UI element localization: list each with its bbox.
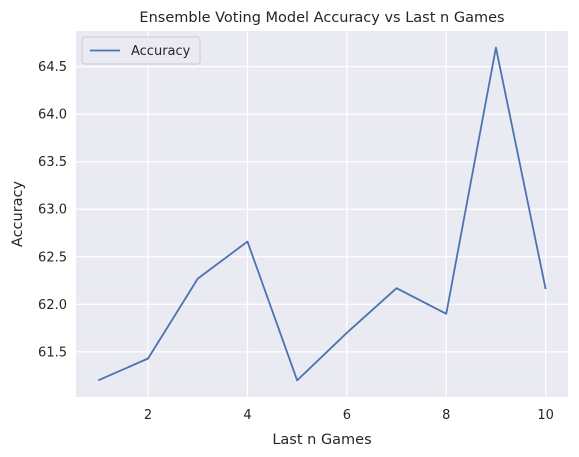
x-tick-label: 2 — [144, 408, 152, 423]
x-tick-label: 10 — [537, 408, 554, 423]
series-line-accuracy — [97, 46, 547, 382]
y-tick-label: 64.0 — [38, 108, 67, 123]
series-layer — [97, 46, 547, 382]
tick-labels: 2 4 6 8 10 61.5 62.0 62.5 63.0 63.5 64.0 64.5 — [38, 60, 554, 423]
y-tick-label: 64.5 — [38, 60, 67, 75]
x-tick-label: 8 — [442, 408, 450, 423]
x-axis-label: Last n Games — [272, 432, 371, 448]
legend-label-accuracy: Accuracy — [131, 44, 191, 59]
y-tick-label: 62.5 — [38, 250, 67, 265]
y-tick-label: 63.5 — [38, 155, 67, 170]
y-tick-label: 61.5 — [38, 345, 67, 360]
x-tick-label: 6 — [343, 408, 351, 423]
plot-area — [76, 31, 568, 397]
legend: Accuracy — [81, 36, 201, 65]
gridlines — [76, 31, 568, 397]
y-tick-label: 62.0 — [38, 298, 67, 313]
y-tick-label: 63.0 — [38, 203, 67, 218]
legend-box — [81, 36, 201, 65]
chart-title: Ensemble Voting Model Accuracy vs Last n… — [139, 10, 504, 26]
x-tick-label: 4 — [243, 408, 251, 423]
y-axis-label: Accuracy — [10, 180, 26, 247]
